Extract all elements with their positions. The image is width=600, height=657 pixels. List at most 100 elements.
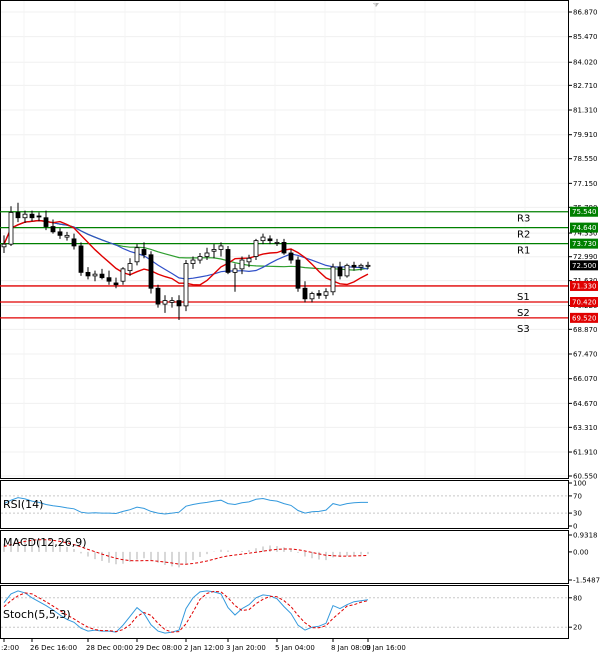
level-label-r1: R1 <box>517 246 530 257</box>
x-tick-label: 29 Dec 08:00 <box>135 644 182 652</box>
price-tick-label: 60.550 <box>573 473 598 481</box>
level-tag-value: 70.420 <box>572 299 597 307</box>
price-tick-label: 78.550 <box>573 155 598 163</box>
candle <box>274 238 280 246</box>
candle <box>358 263 364 271</box>
candle <box>113 277 119 289</box>
candle-body <box>232 268 238 273</box>
price-tick-label: 84.020 <box>573 59 598 67</box>
candle-body <box>358 264 364 268</box>
candle <box>309 291 315 303</box>
candle-body <box>351 264 357 268</box>
candle-body <box>162 300 168 305</box>
x-tick-label: :2:00 <box>1 644 19 652</box>
candle-body <box>288 252 294 261</box>
stoch-tick-label: 80 <box>573 594 582 602</box>
candle <box>246 254 252 268</box>
current-price-value: 72.500 <box>572 262 597 270</box>
candle-body <box>92 273 98 277</box>
macd-tick-label: 0.00 <box>573 548 589 556</box>
candle-body <box>190 259 196 264</box>
candle-body <box>309 293 315 300</box>
candle <box>127 258 133 276</box>
candle <box>239 256 245 275</box>
price-tick-label: 64.670 <box>573 400 598 408</box>
candle <box>183 260 189 312</box>
candle <box>344 263 350 278</box>
candle <box>57 228 63 239</box>
candle <box>99 268 105 280</box>
x-tick-label: 8 Jan 08:00 <box>331 644 371 652</box>
candle <box>15 202 21 223</box>
candle <box>169 297 175 308</box>
rsi-tick-label: 100 <box>573 480 586 488</box>
candle-body <box>57 231 63 236</box>
candle-body <box>148 254 154 289</box>
level-label-s1: S1 <box>517 292 530 303</box>
candle <box>253 238 259 261</box>
price-tick-label: 82.710 <box>573 82 598 90</box>
candle-body <box>78 245 84 273</box>
candle-body <box>8 212 14 245</box>
candle-body <box>141 249 147 256</box>
candle <box>85 267 91 280</box>
candle-body <box>281 242 287 254</box>
candle-body <box>225 249 231 273</box>
x-tick-label: 2 Jan 12:00 <box>184 644 224 652</box>
candle <box>281 238 287 255</box>
candle <box>43 210 49 231</box>
candle <box>141 242 147 259</box>
stoch-k-line <box>3 590 369 634</box>
level-tag-r1 <box>570 238 598 249</box>
candle-body <box>50 226 56 233</box>
x-tick-label: 3 Jan 20:00 <box>226 644 266 652</box>
level-tag-s3 <box>570 312 598 323</box>
rsi-line <box>3 497 368 515</box>
candle-body <box>120 268 126 282</box>
x-tick-label: 9 Jan 16:00 <box>366 644 406 652</box>
candle-body <box>344 264 350 277</box>
candle-body <box>246 257 252 263</box>
candle-body <box>204 252 210 257</box>
price-tick-label: 63.310 <box>573 424 598 432</box>
candle-body <box>302 287 308 300</box>
level-label-s2: S2 <box>517 308 530 319</box>
x-tick-label: 28 Dec 00:00 <box>86 644 133 652</box>
candle-body <box>267 238 273 242</box>
candle <box>78 242 84 276</box>
candle <box>204 247 210 261</box>
candle <box>218 242 224 257</box>
candle <box>176 295 182 320</box>
candle-body <box>176 300 182 307</box>
price-tick-label: 72.990 <box>573 253 598 261</box>
price-tick-label: 81.310 <box>573 107 598 115</box>
candle-body <box>22 213 28 219</box>
candle-body <box>197 256 203 261</box>
candle <box>162 295 168 313</box>
level-label-r3: R3 <box>517 214 530 225</box>
candle <box>64 231 70 241</box>
candle-body <box>36 215 42 218</box>
level-tag-value: 69.520 <box>572 314 597 322</box>
candle-body <box>253 240 259 257</box>
candle-body <box>218 245 224 250</box>
candle <box>22 210 28 224</box>
candle <box>267 235 273 245</box>
macd-signal-line <box>3 539 369 565</box>
candle <box>260 233 266 245</box>
candle-body <box>1 243 7 248</box>
candle <box>323 288 329 299</box>
level-tag-value: 73.730 <box>572 240 597 248</box>
candle-body <box>330 266 336 293</box>
candle <box>155 284 161 308</box>
level-tag-value: 75.540 <box>572 208 597 216</box>
candle <box>295 256 301 292</box>
candle-body <box>106 277 112 282</box>
candle-body <box>239 259 245 270</box>
candle-body <box>337 266 343 277</box>
macd-tick-label: -1.5487 <box>573 577 600 585</box>
price-tick-label: 86.870 <box>573 9 598 17</box>
candle <box>232 263 238 292</box>
level-tag-r2 <box>570 222 598 233</box>
